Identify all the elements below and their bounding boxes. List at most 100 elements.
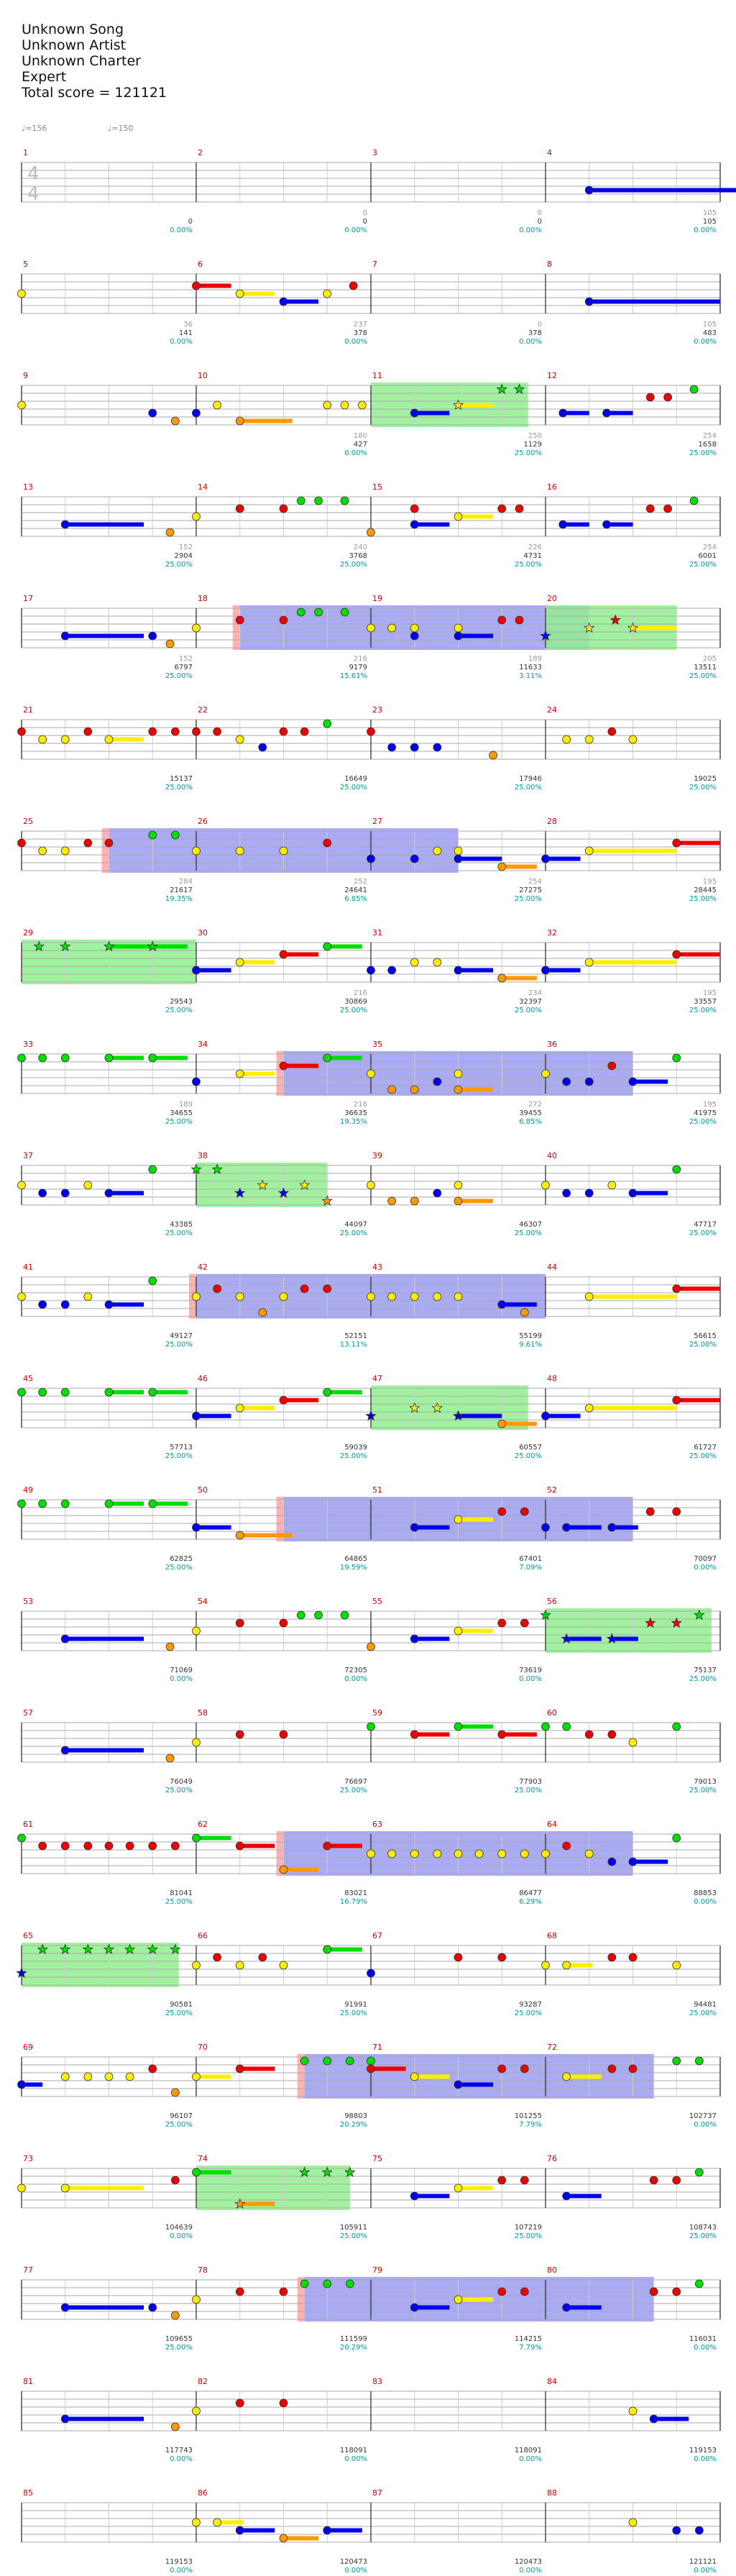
note-yellow [235,846,244,856]
note-blue [541,1411,550,1421]
sustain-tail [632,1079,668,1084]
measure-score: 111599 [340,2335,367,2343]
beat-count: 216 [354,1101,367,1109]
beat-count: 152 [179,655,193,663]
sustain-tail [676,840,720,845]
star-note [584,622,595,633]
note-yellow [584,846,594,856]
note-green [672,1833,681,1843]
measure-percent: 25.00% [515,2232,542,2240]
beat-count: 272 [528,1101,542,1109]
measure-percent: 0.00% [694,2455,717,2463]
note-green [323,2279,332,2288]
measure-percent: 0.00% [694,2121,717,2129]
note-yellow [323,400,332,410]
sustain-tail [414,411,450,416]
sustain-tail [196,2074,231,2079]
sustain-tail [217,2520,244,2525]
note-orange [235,416,244,426]
sustain-tail [502,1421,537,1426]
star-note [452,399,464,411]
note-red [520,1618,529,1628]
measure-score: 39455 [519,1109,542,1117]
measure-number: 65 [23,1931,33,1940]
song-charter: Unknown Charter [22,53,141,69]
star-note [431,1402,443,1413]
note-blue [367,854,375,863]
note-yellow [17,1292,26,1301]
measure-percent: 0.00% [170,226,193,234]
measure-percent: 25.00% [340,2009,367,2017]
measure-number: 30 [198,928,208,938]
sustain-tail [566,1636,602,1641]
star-note [60,1943,71,1955]
note-yellow [607,1181,617,1190]
star-note [671,1617,682,1628]
note-yellow [17,2183,26,2193]
note-yellow [192,1626,201,1636]
sustain-tail [607,411,633,416]
measure-number: 31 [372,928,382,938]
beat-count: 205 [703,655,717,663]
sustain-tail [109,1302,144,1307]
measure-score: 24641 [344,886,367,894]
note-yellow [387,1292,397,1301]
note-green [38,1053,47,1063]
measure-number: 87 [372,2488,382,2498]
sustain-tail [458,2297,494,2302]
measure-score: 120473 [340,2558,367,2566]
note-green [340,608,349,617]
note-green [17,1388,26,1397]
note-red [663,504,672,513]
note-blue [541,966,550,975]
note-red [279,950,288,959]
note-red [663,393,672,402]
note-red [104,838,114,848]
note-yellow [38,846,47,856]
note-red [279,504,288,513]
measure-score: 105 [703,218,717,226]
note-yellow [497,1849,507,1858]
note-yellow [454,1626,463,1636]
note-orange [367,528,375,537]
measure-number: 27 [372,817,382,826]
note-red [520,1507,529,1516]
beat-count: 254 [703,544,717,551]
sustain-tail [458,514,494,519]
note-yellow [60,735,70,744]
note-green [323,1388,332,1397]
note-green [454,1722,463,1731]
star-note [694,1609,705,1621]
sustain-tail [612,1636,638,1641]
measure-number: 25 [23,817,33,826]
measure-percent: 0.00% [170,1675,193,1683]
note-blue [410,2303,419,2312]
note-yellow [541,1181,550,1190]
measure-percent: 25.00% [165,784,193,792]
note-red [279,615,288,625]
star-note [645,1617,656,1628]
sustain-tail [65,2186,144,2191]
note-orange [454,1196,463,1206]
note-yellow [235,289,244,298]
note-blue [454,854,463,863]
tempo-marker: ♩=156 [22,124,47,133]
beat-count: 252 [354,878,367,886]
measure-percent: 25.00% [689,784,717,792]
note-blue [387,743,397,752]
measure-score: 483 [703,329,717,337]
note-red [83,1841,93,1851]
measure-number: 61 [23,1820,33,1829]
note-yellow [279,1961,288,1970]
measure-percent: 0.00% [694,1898,717,1906]
sustain-tail [458,2082,494,2087]
note-yellow [367,1069,375,1078]
solo-start-marker [276,1497,284,1541]
measure-number: 78 [198,2265,208,2275]
measure-number: 51 [372,1485,382,1495]
beat-count: 36 [183,321,193,329]
measure-score: 118091 [340,2447,367,2454]
measure-percent: 20.29% [340,2121,367,2129]
measure-percent: 25.00% [515,1452,542,1460]
measure-number: 14 [198,482,208,492]
